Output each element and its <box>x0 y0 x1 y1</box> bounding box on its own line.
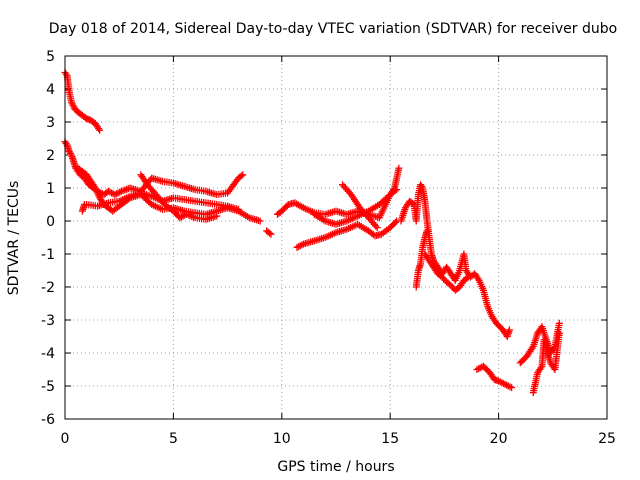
data-point <box>373 224 381 232</box>
data-point <box>114 189 122 197</box>
data-point <box>528 344 536 352</box>
data-point <box>508 384 516 392</box>
data-point <box>237 172 245 180</box>
data-point <box>475 365 483 373</box>
data-point <box>391 218 399 226</box>
y-tick-label: -5 <box>41 379 55 395</box>
y-tick-label: 5 <box>46 49 55 65</box>
plot-frame <box>64 55 608 420</box>
data-point <box>90 182 98 190</box>
gridlines <box>65 56 607 419</box>
data-point <box>499 380 507 388</box>
data-point <box>106 188 114 196</box>
data-point <box>96 126 104 134</box>
data-point <box>178 213 186 221</box>
data-point <box>393 186 401 194</box>
data-point <box>104 187 112 195</box>
data-point <box>498 379 506 387</box>
y-tick-label: -3 <box>41 313 55 329</box>
y-tick-label: -4 <box>41 346 55 362</box>
data-point <box>463 274 471 282</box>
data-point <box>496 378 504 386</box>
data-point <box>555 319 563 327</box>
data-point <box>179 212 187 220</box>
data-point <box>372 222 380 230</box>
data-point <box>505 326 513 334</box>
data-point <box>506 383 514 391</box>
data-point <box>267 230 275 238</box>
data-point <box>62 70 70 78</box>
data-point <box>295 243 303 251</box>
data-point <box>555 329 563 337</box>
data-point <box>213 212 221 220</box>
data-point <box>176 214 184 222</box>
data-point <box>473 366 481 373</box>
data-point <box>111 191 119 199</box>
data-point <box>495 377 503 385</box>
data-point <box>112 190 120 198</box>
data-point <box>423 227 431 235</box>
data-point <box>69 102 77 109</box>
data-point <box>234 205 242 213</box>
data-point <box>464 273 472 281</box>
data-point <box>395 164 403 172</box>
data-point <box>108 189 116 197</box>
y-axis-label: SDTVAR / TECUs <box>6 181 22 296</box>
y-tick-label: 2 <box>46 148 55 164</box>
data-point <box>503 381 511 389</box>
y-tick-label: 4 <box>46 82 55 98</box>
data-point <box>116 188 124 196</box>
chart-title: Day 018 of 2014, Sidereal Day-to-day VTE… <box>49 21 617 37</box>
y-tick-label: 3 <box>46 115 55 131</box>
data-point <box>266 229 274 237</box>
x-tick-label: 5 <box>169 431 178 447</box>
data-point <box>62 139 70 147</box>
data-point <box>296 242 304 250</box>
data-point <box>68 100 76 108</box>
data-point <box>293 243 301 251</box>
data-point <box>298 241 306 249</box>
y-tick-label: -6 <box>41 412 55 428</box>
data-point <box>501 380 509 388</box>
x-tick-label: 10 <box>273 431 291 447</box>
y-tick-label: -2 <box>41 280 55 296</box>
data-point <box>95 125 103 133</box>
x-tick-label: 25 <box>598 431 616 447</box>
data-point <box>68 98 76 106</box>
data-point <box>256 217 264 225</box>
data-point <box>418 182 426 190</box>
data-point <box>66 149 74 157</box>
x-axis-label: GPS time / hours <box>277 459 394 475</box>
data-point <box>537 364 545 372</box>
y-tick-label: 0 <box>46 214 55 230</box>
data-point <box>239 171 247 179</box>
x-tick-label: 15 <box>381 431 399 447</box>
data-series <box>61 69 563 397</box>
data-point <box>474 275 482 283</box>
y-tick-label: 1 <box>46 181 55 197</box>
y-tick-label: -1 <box>41 247 55 263</box>
data-point <box>391 187 399 195</box>
x-tick-label: 0 <box>61 431 70 447</box>
x-tick-label: 20 <box>490 431 508 447</box>
data-point <box>504 382 512 390</box>
